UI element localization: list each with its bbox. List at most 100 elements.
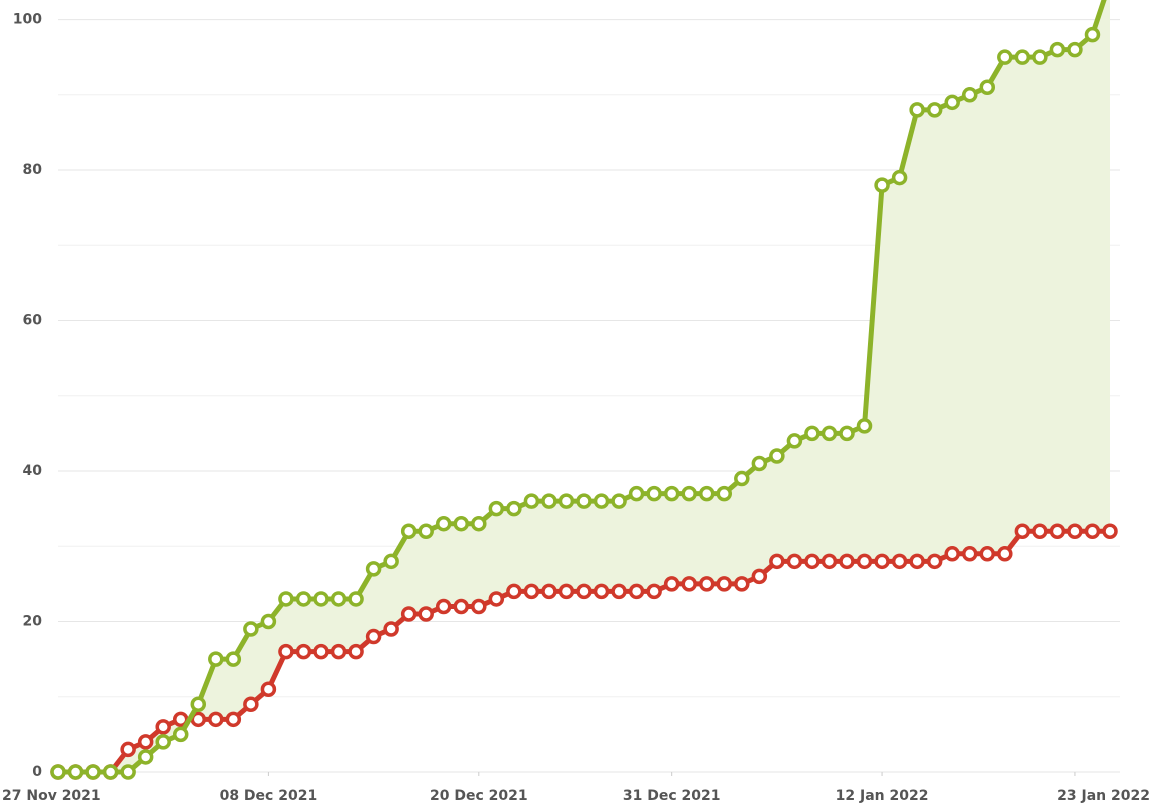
point — [313, 591, 329, 607]
point — [593, 493, 610, 509]
point — [400, 523, 417, 539]
point — [856, 418, 873, 434]
point — [1067, 523, 1083, 539]
point — [698, 485, 715, 502]
point — [874, 177, 890, 193]
point — [120, 764, 136, 780]
point — [891, 553, 908, 570]
point — [611, 493, 627, 509]
point — [541, 493, 557, 509]
point — [383, 553, 399, 570]
point — [1014, 523, 1031, 539]
point — [979, 79, 996, 96]
point — [786, 433, 803, 449]
point — [997, 546, 1013, 562]
point — [944, 94, 960, 111]
point — [716, 485, 733, 502]
point — [541, 583, 557, 600]
point — [961, 87, 978, 103]
point — [698, 576, 715, 592]
point — [839, 425, 855, 442]
point — [646, 583, 662, 600]
point — [734, 470, 750, 487]
point — [243, 621, 259, 637]
point — [523, 583, 540, 600]
point — [523, 493, 540, 509]
point — [453, 598, 470, 615]
point — [453, 515, 470, 532]
point — [576, 583, 592, 600]
point — [926, 102, 943, 118]
point — [751, 455, 768, 472]
point — [471, 515, 487, 532]
point — [681, 485, 697, 502]
point — [225, 651, 242, 667]
y-tick-label: 100 — [13, 12, 42, 28]
y-tick-label: 80 — [23, 162, 43, 178]
point — [488, 591, 505, 607]
point — [1032, 523, 1048, 539]
y-tick-label: 40 — [23, 463, 43, 479]
x-tick-label: 31 Dec 2021 — [623, 788, 721, 804]
point — [120, 741, 136, 758]
point — [593, 583, 610, 600]
point — [50, 764, 66, 780]
area-between — [58, 0, 1110, 772]
point — [190, 696, 207, 713]
point — [102, 764, 119, 780]
point — [1102, 523, 1118, 539]
point — [576, 493, 592, 509]
point — [208, 711, 224, 728]
point — [506, 583, 522, 600]
point — [769, 448, 785, 464]
y-tick-label: 20 — [23, 614, 43, 630]
point — [278, 643, 294, 660]
point — [804, 425, 820, 442]
point — [628, 583, 645, 600]
point — [769, 553, 785, 570]
x-tick-label: 08 Dec 2021 — [220, 788, 318, 804]
point — [506, 500, 522, 517]
point — [348, 591, 364, 607]
point — [137, 734, 154, 750]
point — [856, 553, 873, 570]
point — [313, 643, 329, 660]
point — [909, 102, 925, 118]
point — [85, 764, 101, 780]
point — [997, 49, 1013, 65]
point — [944, 546, 960, 562]
point — [909, 553, 925, 570]
point — [435, 598, 452, 615]
point — [471, 598, 487, 615]
point — [435, 515, 452, 532]
point — [874, 553, 890, 570]
point — [208, 651, 224, 667]
point — [1014, 49, 1031, 65]
point — [418, 523, 434, 539]
point — [663, 576, 680, 592]
y-tick-label: 60 — [23, 313, 43, 329]
point — [751, 568, 768, 585]
point — [1032, 49, 1048, 65]
point — [979, 546, 996, 562]
point — [891, 169, 908, 186]
point — [734, 576, 750, 592]
point — [1084, 523, 1101, 539]
point — [1084, 26, 1101, 43]
point — [961, 546, 978, 562]
point — [295, 591, 312, 607]
y-tick-label: 0 — [32, 764, 42, 780]
point — [786, 553, 803, 570]
x-tick-label: 27 Nov 2021 — [2, 788, 101, 804]
point — [558, 493, 575, 509]
point — [365, 561, 382, 577]
point — [330, 643, 347, 660]
point — [1049, 523, 1066, 539]
point — [348, 643, 364, 660]
point — [365, 628, 382, 645]
point — [681, 576, 697, 592]
point — [278, 591, 294, 607]
point — [488, 500, 505, 517]
point — [663, 485, 680, 502]
